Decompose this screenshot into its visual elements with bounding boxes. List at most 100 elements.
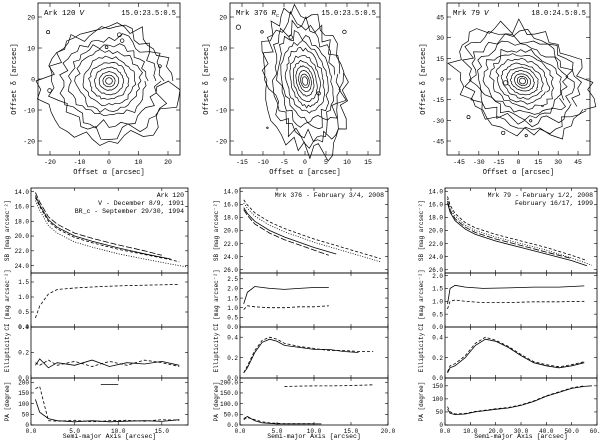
contour-ytick-label: 0 [440,77,444,84]
xtick-label: 10.0 [463,428,478,435]
contour-plot: Ark 120 V 15.0:23.5:0.5 -20 -10 0 10 20 20 10 0 -10… [11,2,181,177]
panel-ell: 0.0 0.2 0.4 Ellipticity [213,326,389,382]
panel-ylabel: PA [degree] [213,382,220,422]
contour-blob [524,134,528,138]
ytick-label: 14.0 [15,189,30,196]
ytick-label: 16.0 [224,202,239,209]
series-b-r [447,284,585,304]
profile-stack: 14.0 16.0 18.0 20.0 22.0 24.0 SB [mag arcsec⁻²… [4,187,189,440]
contour-ytick-label: 0 [223,77,227,84]
ytick-label: 0.0 [18,324,29,331]
contour-level [468,33,575,128]
ytick-label: 100 [18,401,29,408]
contour-level [477,40,569,121]
contour-frame [37,2,181,156]
series-b [35,200,189,268]
series-r [243,417,314,425]
panel-ci: 0.0 0.5 1.0 1.5 2.0 2.5 CI [mag arcsec⁻²] [213,269,389,331]
contour-title-galaxy: Mrk 376 [236,10,268,18]
contour-frame [446,2,591,156]
contour-title-band: V [80,10,86,18]
contour-blob [342,29,347,35]
panel-sb: 14.0 16.0 18.0 20.0 22.0 24.0 SB [mag arcsec⁻²… [4,187,189,274]
series-v [243,416,322,425]
contour-level [289,55,322,109]
contour-level [461,28,584,136]
panel-ylabel: PA [degree] [418,382,425,422]
contour-level [300,73,310,89]
contour-level [505,66,539,96]
panel-ylabel: SB [mag arcsec⁻²] [4,200,11,261]
ytick-label: 0 [25,422,29,429]
ytick-label: 0.0 [227,375,238,382]
panel-ell: 0.0 0.2 0.4 Ellipticity [418,326,598,382]
contour-xtick-label: 0 [303,159,307,166]
ytick-label: 50 [436,409,444,416]
contour-xtick-label: -15 [493,159,505,166]
contour-level [284,46,325,114]
panel-frame [30,377,189,426]
ytick-label: 18.0 [224,215,239,222]
ytick-label: 24.0 [15,263,30,270]
contour-level [516,76,528,87]
xtick-label: 0.0 [440,428,451,435]
ytick-label: 0.4 [227,334,238,341]
series-b-r [243,286,329,305]
contour-blob [47,88,52,93]
contour-xtick-label: 30 [554,159,562,166]
sb-annotation: V - December 8/9, 1991 [98,200,184,207]
contour-blob [117,32,122,38]
xtick-label: 0.0 [235,428,246,435]
contour-level [263,10,347,149]
panel-ylabel: Ellipticity [418,332,425,372]
contour-ytick-label: 30 [436,35,444,42]
xtick-label: 60.0 [590,428,600,435]
ytick-label: 20.0 [224,228,239,235]
contour-blob [501,130,506,135]
ytick-label: 20.0 [429,228,444,235]
xtick-label: 5.0 [272,428,283,435]
ytick-label: 50 [22,412,30,419]
ytick-label: 1.5 [432,286,443,293]
series-b [243,202,381,263]
contour-blob [541,104,544,108]
series-v [35,399,180,423]
series-r [35,359,180,367]
contour-plot: Mrk 79 V 18.0:24.5:0.5 -45 -30 -15 0 15 30 45 45 30… [420,2,597,177]
ytick-label: 0.2 [227,355,238,362]
contour-ytick-label: 15 [436,56,444,63]
contour-level [447,18,597,140]
xtick-label: 5.0 [69,428,80,435]
xtick-label: 40.0 [539,428,554,435]
contour-blob [120,38,125,43]
ytick-label: 0.4 [18,324,29,331]
profile-xlabel: Semi-major Axis [arcsec] [474,433,568,440]
panel-frame [30,272,189,328]
ytick-label: 0.0 [432,324,443,331]
contour-level [68,43,149,117]
ytick-label: 1.0 [227,305,238,312]
ytick-label: 22.0 [15,248,30,255]
panel-frame [239,187,389,274]
contour-ytick-label: -10 [23,108,35,115]
contour-title: Mrk 79 V [453,10,490,18]
contour-xtick-label: 10 [343,159,351,166]
xtick-label: 15.0 [344,428,359,435]
ytick-label: 24.0 [429,254,444,261]
contour-ytick-label: 10 [219,46,227,53]
xtick-label: 30.0 [514,428,529,435]
contour-title: Mrk 376 Rc [236,10,279,19]
ytick-label: 200.0 [220,379,238,386]
contour-ytick-label: -20 [215,139,227,146]
panel-ylabel: Ellipticity [213,332,220,372]
contour-xtick-label: 5 [324,159,328,166]
ytick-label: 200 [18,379,29,386]
contour-level [482,48,562,115]
sb-annotation: Mrk 376 - February 3/4, 2008 [275,192,384,199]
contour-xtick-label: 20 [164,159,172,166]
contour-ylabel: Offset δ [arcsec] [420,43,428,114]
contour-xlabel: Offset α [arcsec] [269,169,340,177]
